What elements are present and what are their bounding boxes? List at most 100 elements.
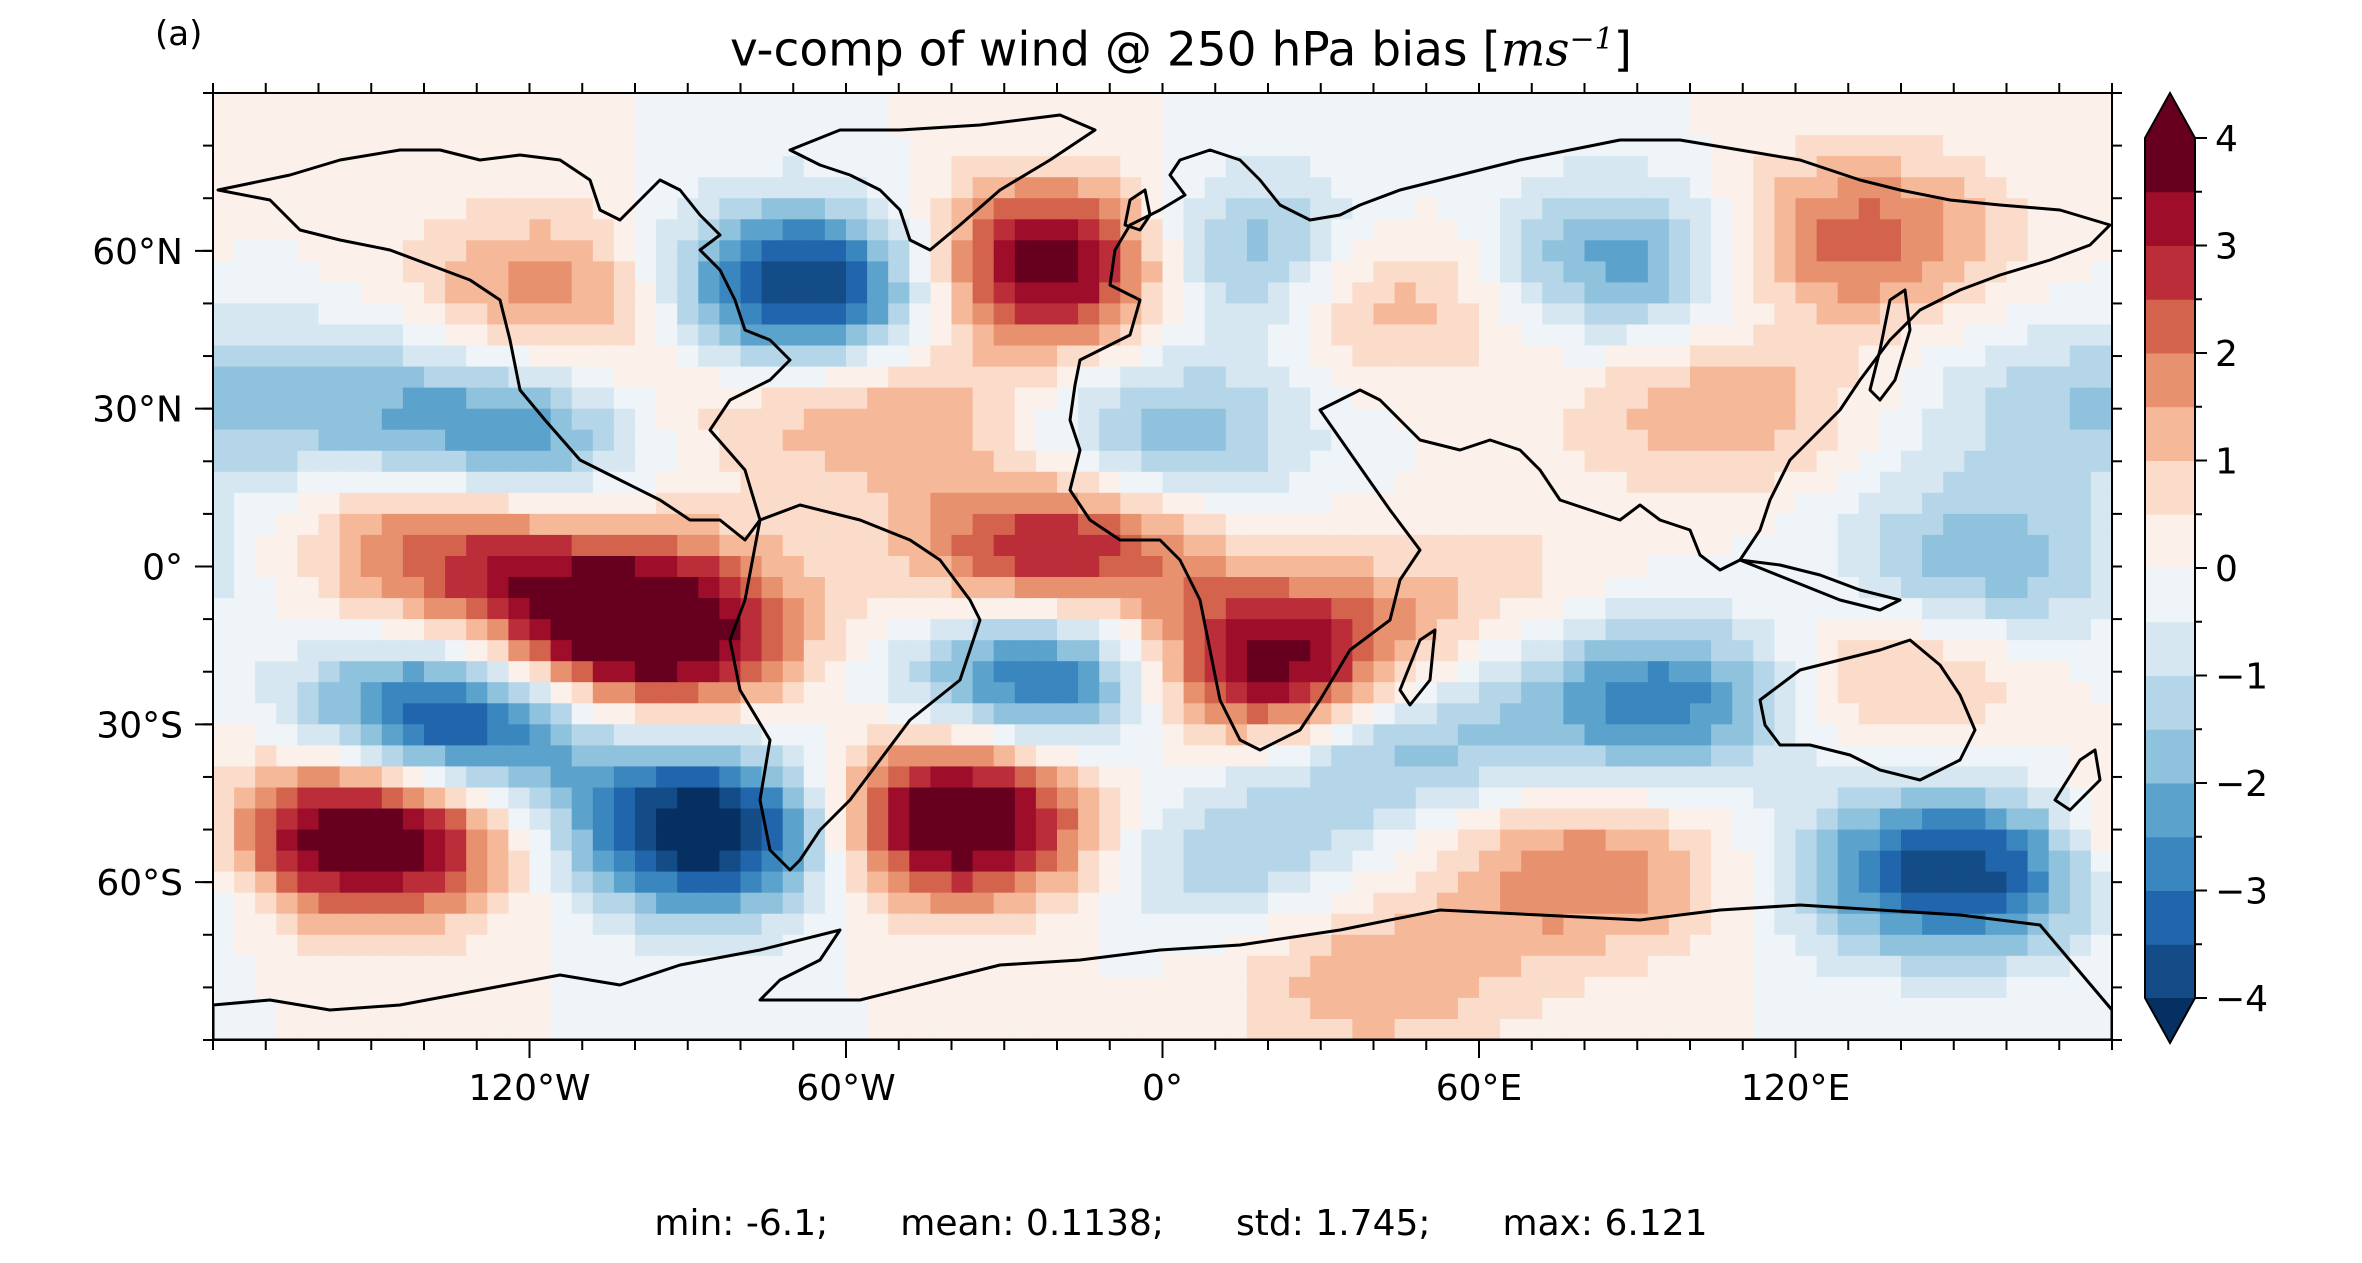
field-cell [1690,303,1712,325]
field-cell [656,619,678,641]
field-cell [1943,261,1965,283]
field-cell [888,1019,910,1040]
field-cell [1690,240,1712,262]
field-cell [2090,492,2112,515]
field-cell [1901,366,1923,389]
field-cell [487,156,509,178]
field-cell [846,850,868,873]
field-cell [1837,892,1860,915]
field-cell [951,976,974,999]
field-cell [1563,997,1586,1020]
field-cell [1373,913,1396,936]
field-cell [1352,114,1375,136]
field-cell [951,345,974,368]
field-cell [276,534,298,557]
field-cell [276,240,298,262]
field-cell [1457,850,1480,873]
field-cell [1141,408,1164,431]
field-cell [930,598,953,620]
field-cell [571,282,594,304]
field-cell [2069,471,2092,494]
field-cell [1183,640,1206,662]
field-cell [740,135,763,157]
field-cell [993,787,1016,810]
field-cell [1879,156,1902,178]
field-cell [2048,303,2071,325]
field-cell [402,156,425,178]
field-cell [2048,955,2071,978]
field-cell [1964,240,1986,262]
field-cell [1922,534,1944,557]
field-cell [360,261,383,283]
field-cell [2048,556,2071,578]
colorbar-extend-min [2145,998,2195,1043]
field-cell [571,492,594,515]
field-cell [888,892,910,915]
field-cell [698,598,720,620]
field-cell [888,387,910,410]
field-cell [1268,408,1290,431]
field-cell [656,156,678,178]
field-cell [1774,366,1797,389]
field-cell [255,282,277,304]
field-cell [1985,135,2008,157]
field-cell [1626,703,1649,725]
field-cell [360,997,383,1020]
field-cell [550,724,573,746]
field-cell [381,366,404,389]
field-cell [318,240,341,262]
field-cell [1753,913,1775,936]
field-cell [2027,1019,2050,1040]
field-cell [1373,703,1396,725]
field-cell [740,366,763,389]
field-cell [213,892,235,915]
field-cell [613,850,636,873]
field-cell [1668,177,1691,199]
field-cell [276,282,298,304]
field-cell [1500,261,1522,283]
field-cell [1289,93,1311,115]
field-cell [1542,850,1564,873]
field-cell [1753,240,1775,262]
field-cell [424,661,446,683]
field-cell [1879,261,1902,283]
field-cell [1352,619,1375,641]
field-cell [487,577,509,599]
field-cell [1605,156,1628,178]
field-cell [1415,240,1438,262]
field-cell [613,934,636,957]
field-cell [1352,240,1375,262]
field-cell [1879,534,1902,557]
field-cell [1542,913,1564,936]
field-cell [2027,177,2050,199]
field-cell [1711,556,1733,578]
field-cell [2027,640,2050,662]
field-cell [1373,261,1396,283]
field-cell [635,577,657,599]
field-cell [888,661,910,683]
field-cell [719,198,742,220]
field-cell [824,345,847,368]
field-cell [360,114,383,136]
field-cell [1753,324,1775,347]
field-cell [2027,135,2050,157]
field-cell [424,408,446,431]
field-cell [402,114,425,136]
field-cell [1605,219,1628,241]
field-cell [1479,934,1501,957]
field-cell [1289,135,1311,157]
field-cell [1922,577,1944,599]
field-cell [1436,282,1459,304]
field-cell [1732,534,1754,557]
field-cell [1879,240,1902,262]
field-cell [1352,682,1375,704]
field-cell [951,534,974,557]
field-cell [550,787,573,810]
field-cell [1521,429,1543,452]
field-cell [508,598,531,620]
field-cell [1943,450,1965,473]
field-cell [909,808,931,831]
field-cell [1668,640,1691,662]
field-cell [1162,808,1185,831]
field-cell [740,282,763,304]
